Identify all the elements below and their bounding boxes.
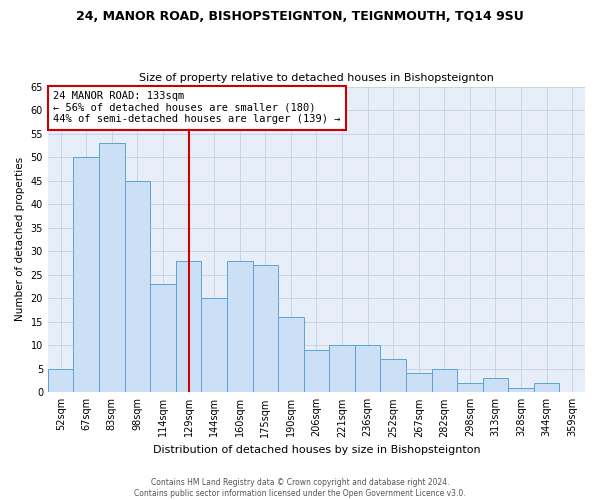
Bar	[176, 260, 202, 392]
X-axis label: Distribution of detached houses by size in Bishopsteignton: Distribution of detached houses by size …	[152, 445, 480, 455]
Bar	[534, 383, 559, 392]
Bar	[406, 374, 431, 392]
Bar	[380, 360, 406, 392]
Bar	[150, 284, 176, 393]
Bar	[253, 266, 278, 392]
Text: Contains HM Land Registry data © Crown copyright and database right 2024.
Contai: Contains HM Land Registry data © Crown c…	[134, 478, 466, 498]
Bar	[227, 260, 253, 392]
Bar	[457, 383, 482, 392]
Bar	[482, 378, 508, 392]
Bar	[99, 143, 125, 392]
Bar	[125, 180, 150, 392]
Text: 24 MANOR ROAD: 133sqm
← 56% of detached houses are smaller (180)
44% of semi-det: 24 MANOR ROAD: 133sqm ← 56% of detached …	[53, 91, 341, 124]
Bar	[48, 369, 73, 392]
Text: 24, MANOR ROAD, BISHOPSTEIGNTON, TEIGNMOUTH, TQ14 9SU: 24, MANOR ROAD, BISHOPSTEIGNTON, TEIGNMO…	[76, 10, 524, 23]
Bar	[508, 388, 534, 392]
Bar	[431, 369, 457, 392]
Bar	[202, 298, 227, 392]
Title: Size of property relative to detached houses in Bishopsteignton: Size of property relative to detached ho…	[139, 73, 494, 83]
Bar	[304, 350, 329, 393]
Bar	[73, 157, 99, 392]
Bar	[329, 346, 355, 393]
Y-axis label: Number of detached properties: Number of detached properties	[15, 158, 25, 322]
Bar	[278, 317, 304, 392]
Bar	[355, 346, 380, 393]
